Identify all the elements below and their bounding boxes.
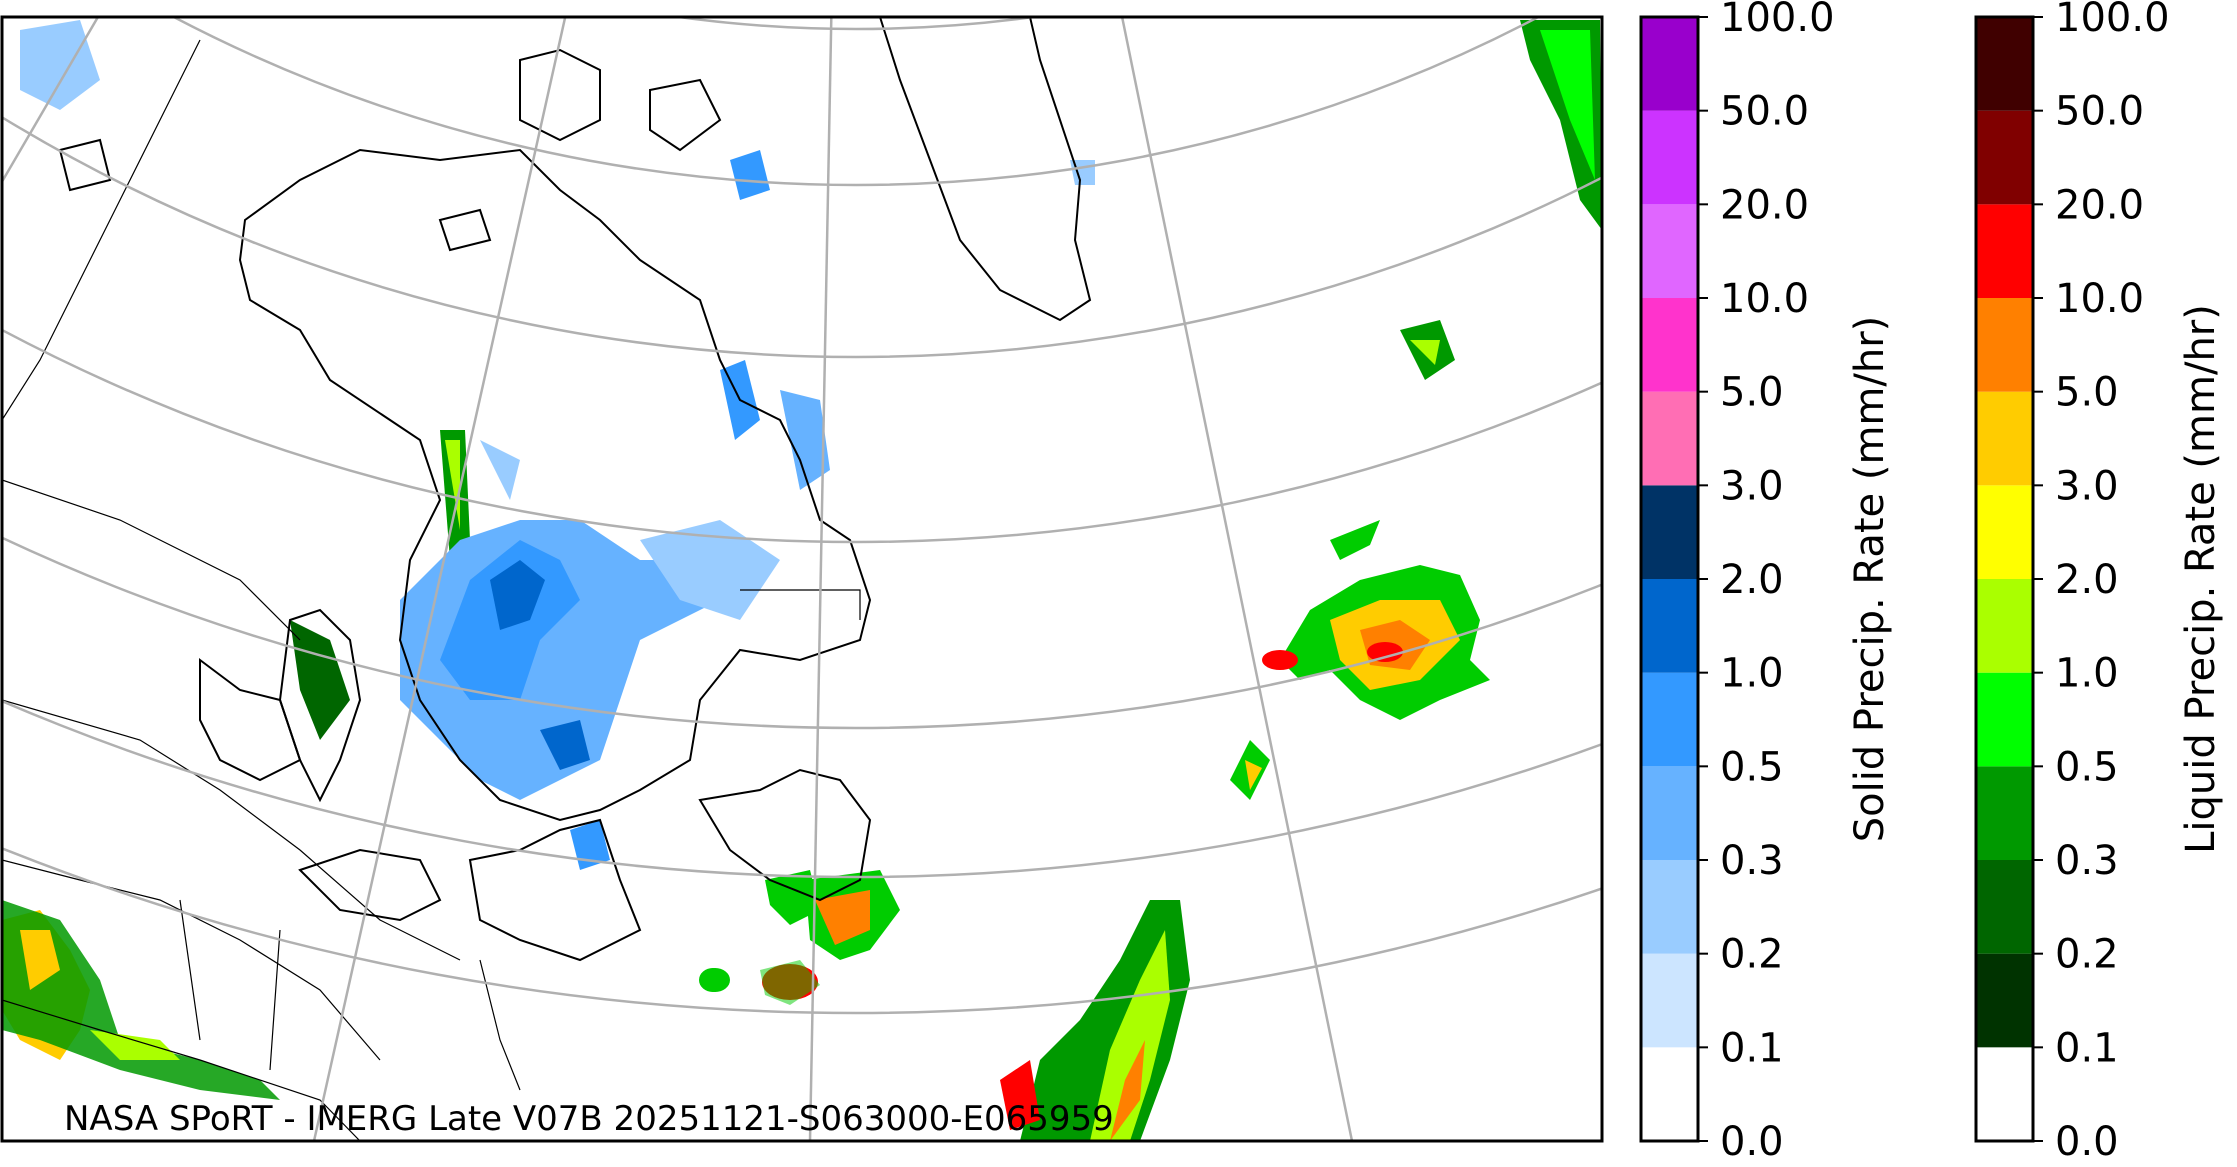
colorbar-segment	[1976, 1047, 2033, 1141]
colorbar-label: Solid Precip. Rate (mm/hr)	[1847, 316, 1893, 843]
tick-label: 100.0	[1720, 0, 1835, 41]
colorbar-segment	[1976, 17, 2033, 111]
colorbar-segment	[1641, 672, 1698, 767]
tick-label: 5.0	[1720, 370, 1784, 416]
colorbar-segment	[1976, 298, 2033, 392]
tick-label: 10.0	[1720, 276, 1809, 322]
tick-label: 50.0	[2055, 89, 2144, 135]
colorbar-segment	[1641, 579, 1698, 673]
tick-label: 0.1	[2055, 1025, 2119, 1071]
colorbar-segment	[1641, 391, 1698, 486]
map-annotation: NASA SPoRT - IMERG Late V07B 20251121-S0…	[64, 1099, 1114, 1139]
tick-label: 100.0	[2055, 0, 2170, 41]
colorbar-segment	[1641, 953, 1698, 1048]
tick-label: 0.1	[1720, 1025, 1784, 1071]
solid-precip	[20, 20, 1095, 870]
colorbars: 0.0 0.1 0.2 0.3 0.5 1.0 2.0 3.0 5.0 10.0 20.0 50.0 1…	[1639, 0, 2224, 1165]
colorbar-segment	[1976, 110, 2033, 205]
colorbar-segment	[1641, 110, 1698, 205]
tick-label: 2.0	[2055, 557, 2119, 603]
tick-label: 1.0	[2055, 651, 2119, 697]
colorbar-segment	[1641, 298, 1698, 392]
tick-label: 0.3	[2055, 838, 2119, 884]
colorbar-segment	[1641, 1047, 1698, 1141]
tick-label: 0.0	[1720, 1119, 1784, 1165]
tick-label: 5.0	[2055, 370, 2119, 416]
colorbar-segment	[1641, 766, 1698, 860]
map: NASA SPoRT - IMERG Late V07B 20251121-S0…	[2, 17, 1602, 1141]
graticule	[2, 17, 1602, 1141]
coastlines	[58, 17, 1092, 962]
tick-label: 50.0	[1720, 89, 1809, 135]
tick-label: 20.0	[1720, 182, 1809, 228]
tick-label: 0.2	[2055, 932, 2119, 978]
colorbar-label: Liquid Precip. Rate (mm/hr)	[2178, 304, 2224, 854]
colorbar-segment	[1976, 485, 2033, 579]
colorbar-segment	[1976, 672, 2033, 767]
tick-label: 0.5	[2055, 744, 2119, 790]
tick-label: 1.0	[1720, 651, 1784, 697]
colorbar-segment	[1976, 391, 2033, 486]
colorbar-segment	[1976, 766, 2033, 860]
tick-label: 3.0	[1720, 463, 1784, 509]
colorbar-segment	[1641, 204, 1698, 298]
borders	[2, 39, 861, 1141]
tick-label: 2.0	[1720, 557, 1784, 603]
tick-label: 0.0	[2055, 1119, 2119, 1165]
colorbar-segment	[1976, 204, 2033, 298]
colorbar-segment	[1976, 579, 2033, 673]
tick-label: 3.0	[2055, 463, 2119, 509]
colorbar-segment	[1641, 17, 1698, 111]
tick-label: 0.2	[1720, 932, 1784, 978]
tick-label: 0.5	[1720, 744, 1784, 790]
liquid-precip	[2, 20, 1602, 1141]
tick-label: 10.0	[2055, 276, 2144, 322]
tick-label: 20.0	[2055, 182, 2144, 228]
map-frame	[0, 15, 1604, 1143]
colorbar-segment	[1641, 485, 1698, 579]
colorbar-segment	[1641, 860, 1698, 954]
tick-label: 0.3	[1720, 838, 1784, 884]
colorbar-segment	[1976, 860, 2033, 954]
colorbar-segment	[1976, 953, 2033, 1048]
